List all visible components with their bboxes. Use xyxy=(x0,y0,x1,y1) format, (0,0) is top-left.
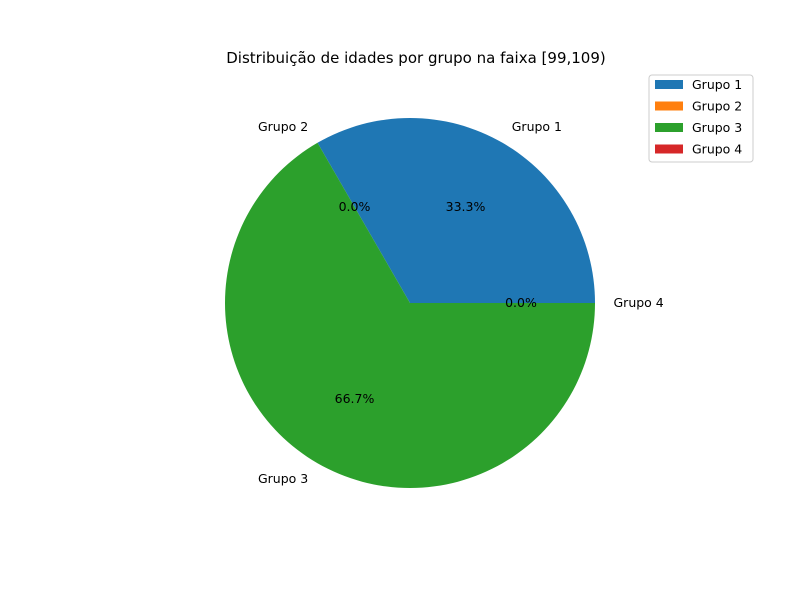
legend-label-grupo-4: Grupo 4 xyxy=(692,142,742,157)
slice-percent-grupo-2: 0.0% xyxy=(339,199,371,214)
pie-slices xyxy=(225,117,595,489)
legend-swatch-grupo-1 xyxy=(655,80,683,89)
slice-percent-labels: 33.3% 0.0% 66.7% 0.0% xyxy=(335,199,537,406)
legend: Grupo 1 Grupo 2 Grupo 3 Grupo 4 xyxy=(648,74,754,163)
legend-swatch-grupo-4 xyxy=(655,144,683,154)
legend-box xyxy=(648,74,754,163)
slice-percent-grupo-1: 33.3% xyxy=(446,199,486,214)
chart-title: Distribuição de idades por grupo na faix… xyxy=(226,49,606,67)
slice-percent-grupo-4: 0.0% xyxy=(505,295,537,310)
legend-swatch-grupo-2 xyxy=(655,101,683,111)
slice-percent-grupo-3: 66.7% xyxy=(335,391,375,406)
slice-label-grupo-1: Grupo 1 xyxy=(512,119,562,134)
legend-swatch-grupo-3 xyxy=(655,123,683,132)
legend-label-grupo-2: Grupo 2 xyxy=(692,99,742,114)
slice-label-grupo-3: Grupo 3 xyxy=(258,471,308,486)
slice-label-grupo-2: Grupo 2 xyxy=(258,119,308,134)
legend-label-grupo-3: Grupo 3 xyxy=(692,120,742,135)
pie-slice-grupo-3 xyxy=(225,142,595,489)
pie-slice-grupo-1 xyxy=(317,117,595,303)
legend-label-grupo-1: Grupo 1 xyxy=(692,77,742,92)
slice-label-grupo-4: Grupo 4 xyxy=(614,295,664,310)
slice-labels: Grupo 1 Grupo 2 Grupo 3 Grupo 4 xyxy=(258,119,664,486)
